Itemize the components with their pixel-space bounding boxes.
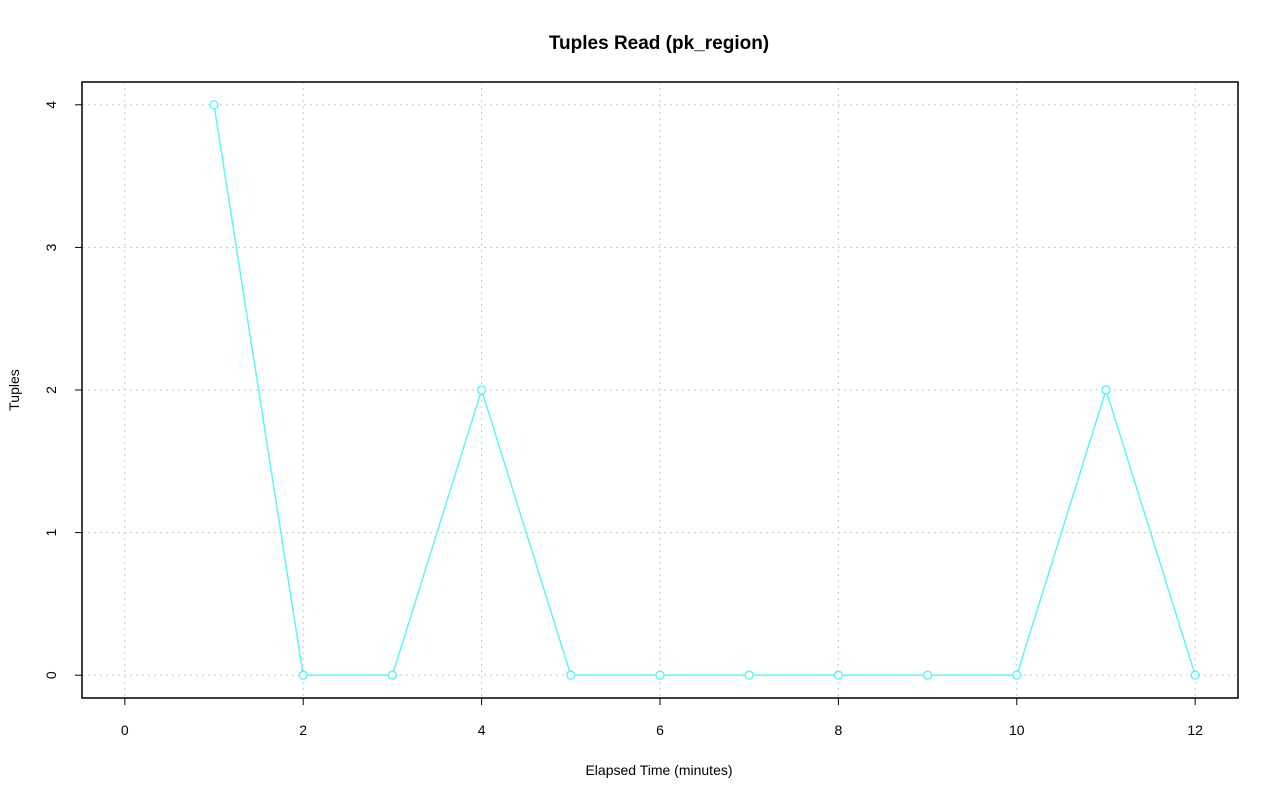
y-tick-label: 4	[43, 101, 59, 109]
plot-frame	[81, 81, 1239, 699]
x-tick-label: 2	[299, 722, 307, 738]
data-point	[476, 385, 487, 395]
data-point	[566, 670, 576, 680]
x-tick-label: 4	[478, 722, 486, 738]
data-point	[1012, 670, 1022, 680]
data-line	[213, 104, 1196, 676]
data-point	[744, 670, 754, 680]
x-tick-label: 10	[1009, 722, 1025, 738]
data-point	[1190, 670, 1200, 680]
data-point	[387, 670, 398, 680]
y-tick-label: 1	[43, 528, 59, 536]
y-axis-label: Tuples	[6, 369, 22, 411]
x-tick-label: 8	[834, 722, 842, 738]
y-tick-label: 2	[43, 386, 59, 394]
x-tick-label: 6	[656, 722, 664, 738]
x-tick-label: 0	[121, 722, 129, 738]
data-point	[833, 670, 844, 680]
chart-title: Tuples Read (pk_region)	[549, 33, 769, 54]
y-tick-label: 0	[43, 671, 59, 679]
data-point	[922, 670, 933, 680]
data-point	[655, 670, 665, 680]
data-point	[209, 100, 219, 110]
data-point	[1101, 385, 1111, 395]
data-point	[298, 670, 308, 680]
x-tick-label: 12	[1187, 722, 1203, 738]
x-axis-label: Elapsed Time (minutes)	[585, 762, 732, 778]
y-tick-label: 3	[43, 243, 59, 251]
